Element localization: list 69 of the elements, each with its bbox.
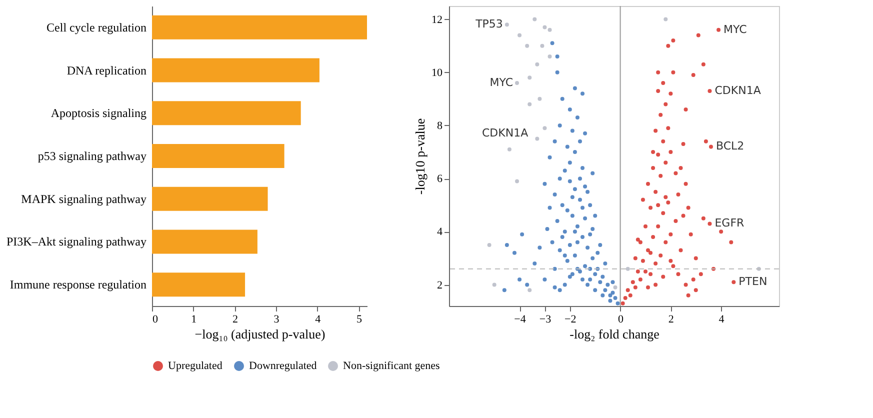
y-tick-label: 4 <box>437 226 443 238</box>
y-tick-label: Cell cycle regulation <box>46 20 146 34</box>
x-axis-title: -log₂ fold change <box>570 326 660 342</box>
bar <box>152 186 268 211</box>
x-tick-label: 2 <box>668 314 674 326</box>
y-tick-label: p53 signaling pathway <box>38 149 146 163</box>
point <box>515 179 520 184</box>
annotation: CDKN1A <box>714 84 762 97</box>
point <box>535 62 540 66</box>
point <box>504 22 509 27</box>
y-tick-label: DNA replication <box>66 63 146 78</box>
x-tick-label: 4 <box>315 314 322 326</box>
bar <box>152 101 301 126</box>
point <box>664 17 668 22</box>
annotation: TP53 <box>474 18 503 31</box>
x-tick-label: 5 <box>356 314 362 326</box>
x-tick-label: 2 <box>232 314 238 326</box>
bar <box>152 272 246 297</box>
point <box>528 288 532 292</box>
point <box>548 54 552 58</box>
x-tick-label: 0 <box>152 314 158 326</box>
y-tick-label: PI3K–Akt signaling pathway <box>6 234 146 249</box>
point <box>548 28 552 32</box>
x-tick-label: 3 <box>274 314 280 326</box>
x-axis-title: −log₁₀ (adjusted p-value) <box>194 326 326 342</box>
bar <box>152 144 284 168</box>
annotation: EGFR <box>714 216 745 230</box>
point <box>492 282 496 287</box>
annotation: CDKN1A <box>482 126 529 140</box>
x-tick-label: −4 <box>514 314 526 326</box>
annotation: MYC <box>724 22 748 36</box>
point <box>538 96 542 101</box>
point <box>528 76 532 80</box>
bar <box>152 15 367 40</box>
point <box>515 80 520 85</box>
bar <box>152 58 320 82</box>
y-tick-label: 10 <box>432 66 443 79</box>
annotation: PTEN <box>738 275 768 288</box>
point <box>518 33 522 38</box>
y-tick-label: Immune response regulation <box>10 278 146 292</box>
x-tick-label: 1 <box>191 314 197 326</box>
point <box>540 44 544 48</box>
point <box>613 285 618 290</box>
point <box>542 25 547 30</box>
y-tick-label: MAPK signaling pathway <box>21 192 146 206</box>
x-tick-label: 4 <box>718 314 725 326</box>
y-tick-label: 12 <box>432 14 442 26</box>
point <box>535 136 540 141</box>
point <box>507 147 512 152</box>
point <box>525 44 530 48</box>
point <box>626 266 630 271</box>
x-tick-label: −3 <box>539 314 552 326</box>
point <box>542 126 547 130</box>
point <box>487 242 492 247</box>
point <box>532 17 537 22</box>
annotation: MYC <box>490 76 514 89</box>
y-tick-label: 2 <box>437 279 442 292</box>
x-tick-label: −2 <box>564 314 576 326</box>
point <box>528 102 532 106</box>
y-tick-label: Apoptosis signaling <box>50 106 146 120</box>
bar <box>152 230 258 254</box>
annotation: BCL2 <box>716 140 744 153</box>
legend-label: Non-significant genes <box>343 360 440 372</box>
y-tick-label: 8 <box>437 120 443 132</box>
x-tick-label: 0 <box>618 314 624 326</box>
legend-label: Upregulated <box>168 360 223 372</box>
legend-label: Downregulated <box>249 360 318 372</box>
y-tick-label: 6 <box>437 173 443 186</box>
y-axis-title: -log10 p-value <box>412 118 428 195</box>
